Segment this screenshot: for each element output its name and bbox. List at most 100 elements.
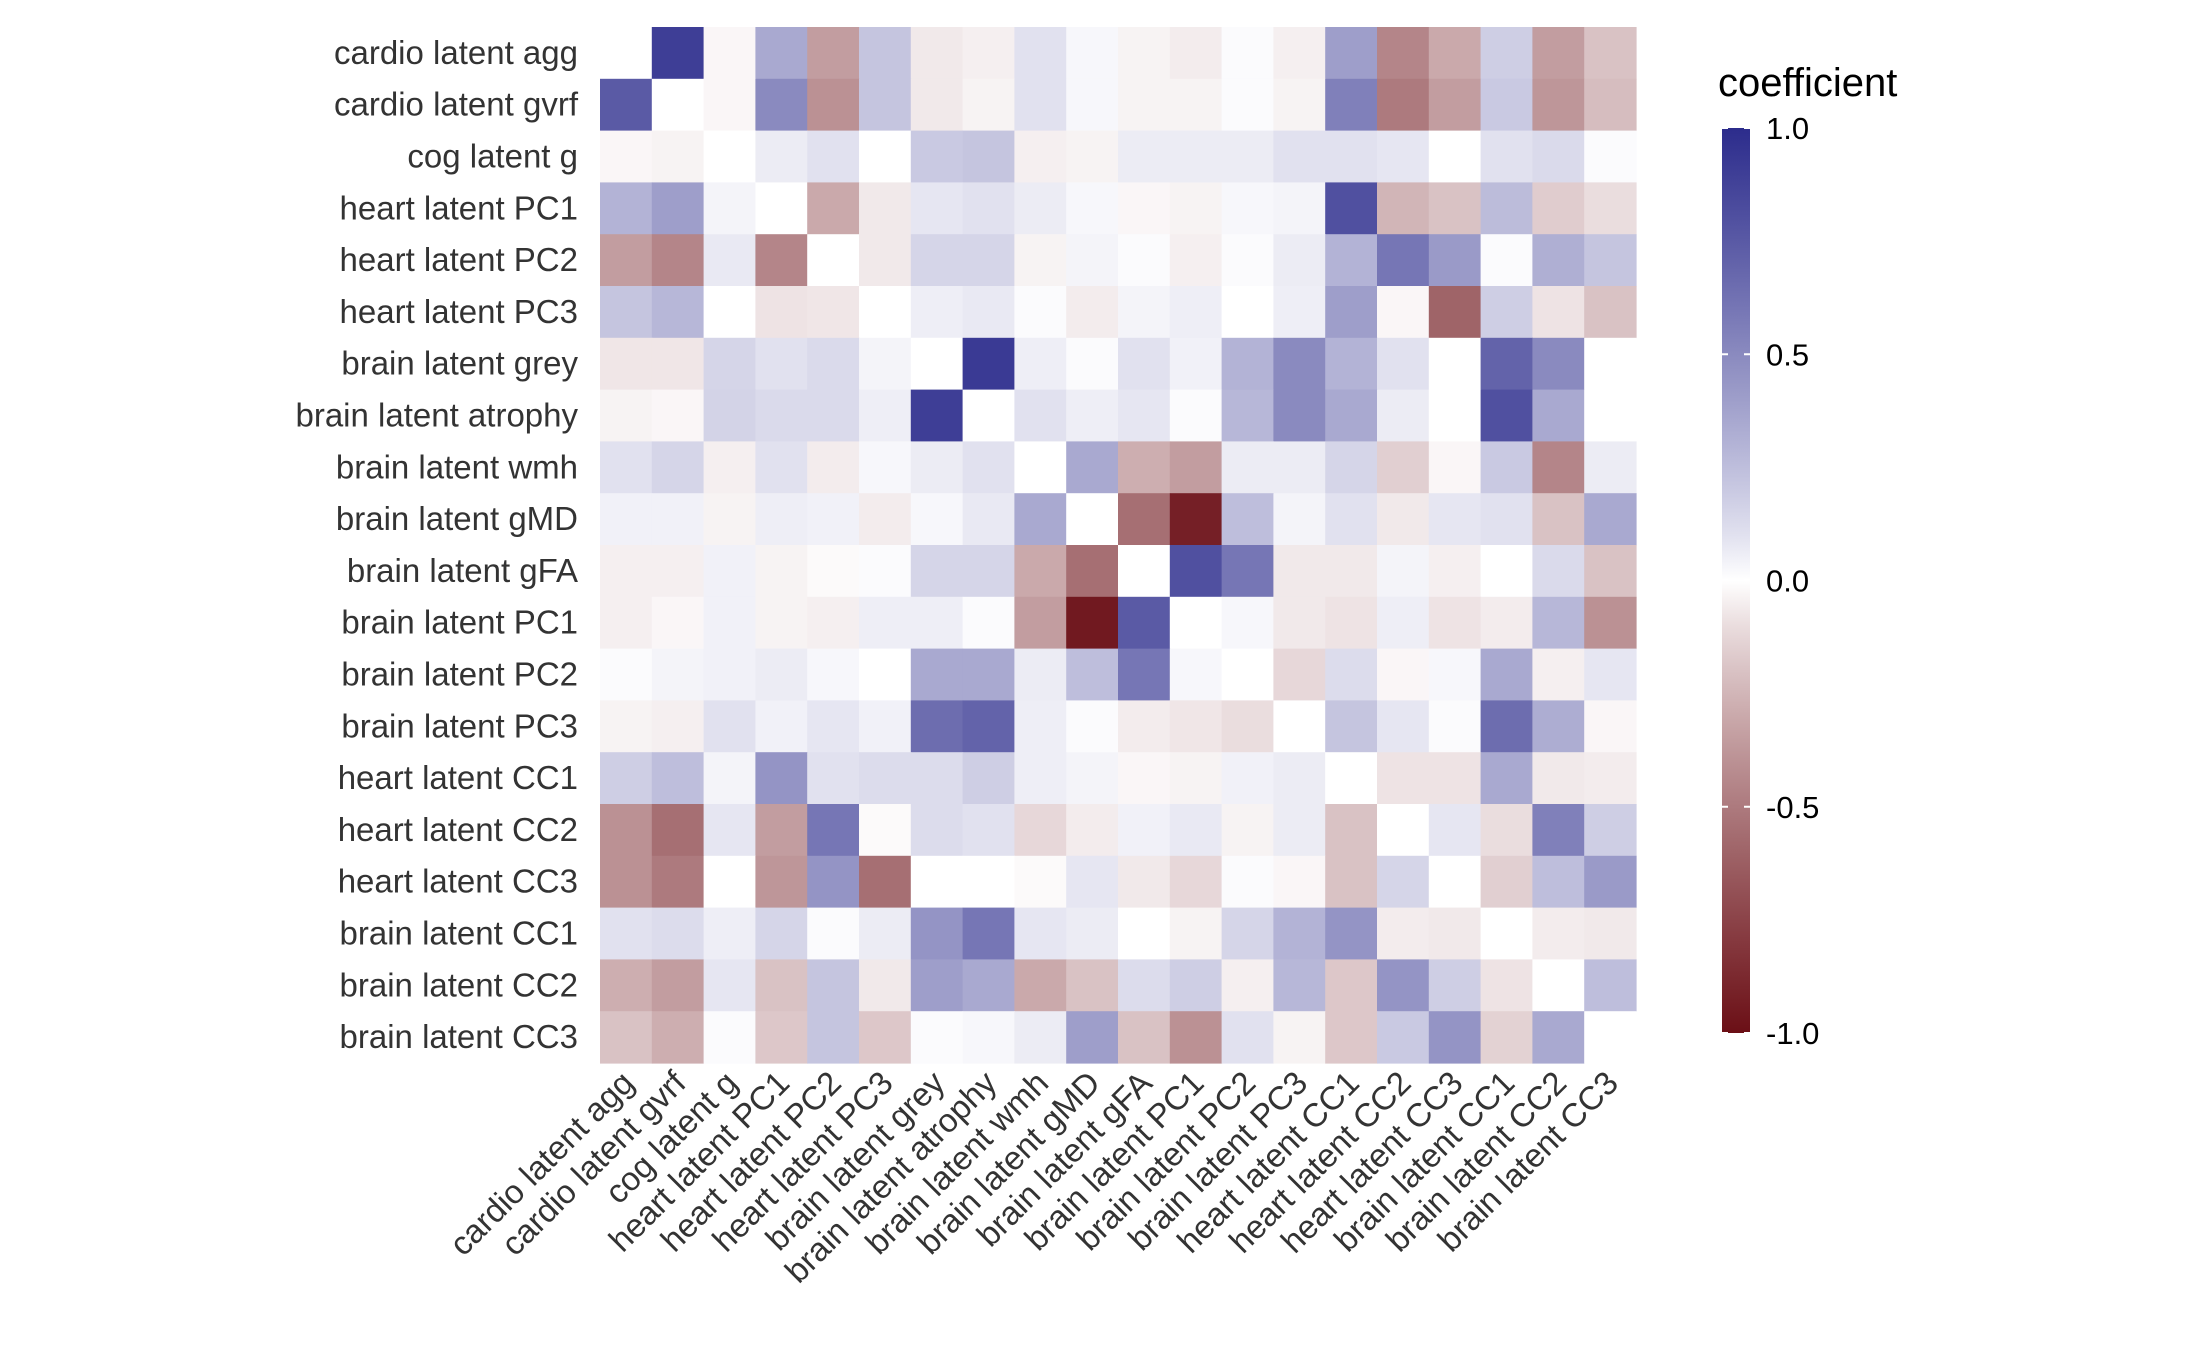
heatmap-cell bbox=[1273, 1011, 1326, 1064]
heatmap-cell bbox=[1480, 27, 1533, 80]
heatmap-cell bbox=[859, 234, 912, 287]
heatmap-cell bbox=[703, 959, 756, 1012]
heatmap-cell bbox=[1066, 752, 1119, 805]
heatmap-cells bbox=[600, 27, 1637, 1064]
heatmap-cell bbox=[1584, 441, 1637, 494]
heatmap-cell bbox=[755, 959, 808, 1012]
legend: coefficient 1.0 0.5 0.0 -0.5 -1.0 bbox=[1718, 61, 1897, 1051]
heatmap-cell bbox=[1325, 648, 1378, 701]
heatmap-cell bbox=[651, 907, 705, 960]
heatmap-cell bbox=[807, 1011, 860, 1064]
heatmap-cell bbox=[1377, 959, 1430, 1012]
heatmap-cell bbox=[910, 234, 964, 287]
heatmap-cell bbox=[1480, 286, 1533, 339]
heatmap-cell bbox=[1273, 648, 1326, 701]
heatmap-cell bbox=[755, 234, 808, 287]
heatmap-cell bbox=[1428, 493, 1482, 546]
heatmap-cell bbox=[962, 907, 1015, 960]
heatmap-cell bbox=[910, 545, 964, 598]
heatmap-cell bbox=[1428, 441, 1482, 494]
heatmap-cell bbox=[1273, 907, 1326, 960]
heatmap-cell bbox=[1066, 182, 1119, 235]
heatmap-cell bbox=[1325, 700, 1378, 753]
heatmap-cell bbox=[910, 130, 964, 183]
heatmap-cell bbox=[962, 27, 1015, 80]
heatmap-cell bbox=[1066, 27, 1119, 80]
heatmap-cell bbox=[703, 907, 756, 960]
row-label: brain latent gMD bbox=[336, 500, 578, 537]
heatmap-cell bbox=[1532, 182, 1585, 235]
heatmap-cell bbox=[962, 337, 1015, 391]
heatmap-cell bbox=[1273, 596, 1326, 650]
heatmap-cell bbox=[600, 907, 653, 960]
heatmap-cell bbox=[600, 441, 653, 494]
heatmap-cell bbox=[1584, 752, 1637, 805]
heatmap-cell bbox=[910, 1011, 964, 1064]
heatmap-cell bbox=[962, 596, 1015, 650]
heatmap-cell bbox=[910, 441, 964, 494]
heatmap-cell bbox=[1169, 234, 1223, 287]
heatmap-cell bbox=[600, 545, 653, 598]
heatmap-cell bbox=[1584, 855, 1637, 909]
heatmap-cell bbox=[1480, 907, 1533, 960]
heatmap-cell bbox=[703, 234, 756, 287]
heatmap-cell bbox=[1325, 959, 1378, 1012]
heatmap-cell bbox=[703, 855, 756, 909]
heatmap-cell bbox=[859, 1011, 912, 1064]
heatmap-cell bbox=[755, 337, 808, 391]
heatmap-cell bbox=[1118, 596, 1171, 650]
heatmap-cell bbox=[1377, 804, 1430, 857]
heatmap-cell bbox=[1066, 648, 1119, 701]
heatmap-cell bbox=[1221, 804, 1274, 857]
heatmap-cell bbox=[1118, 804, 1171, 857]
legend-tick-label: 0.0 bbox=[1766, 564, 1809, 599]
heatmap-cell bbox=[1118, 27, 1171, 80]
row-label: heart latent CC3 bbox=[338, 863, 578, 900]
heatmap-cell bbox=[1584, 959, 1637, 1012]
heatmap-cell bbox=[1169, 545, 1223, 598]
heatmap-cell bbox=[1428, 27, 1482, 80]
heatmap-cell bbox=[755, 78, 808, 132]
heatmap-cell bbox=[755, 855, 808, 909]
heatmap-cell bbox=[1014, 441, 1067, 494]
heatmap-cell bbox=[859, 855, 912, 909]
heatmap-cell bbox=[600, 234, 653, 287]
legend-ticks: 1.0 0.5 0.0 -0.5 -1.0 bbox=[1722, 111, 1819, 1051]
heatmap-cell bbox=[1273, 182, 1326, 235]
heatmap-cell bbox=[910, 337, 964, 391]
heatmap-cell bbox=[1066, 441, 1119, 494]
heatmap-cell bbox=[1480, 648, 1533, 701]
heatmap-cell bbox=[1377, 752, 1430, 805]
heatmap-cell bbox=[1221, 182, 1274, 235]
heatmap-cell bbox=[910, 27, 964, 80]
heatmap-cell bbox=[1221, 700, 1274, 753]
heatmap-cell bbox=[1066, 389, 1119, 442]
heatmap-cell bbox=[1273, 234, 1326, 287]
heatmap-cell bbox=[703, 286, 756, 339]
heatmap-cell bbox=[1325, 337, 1378, 391]
heatmap-cell bbox=[962, 389, 1015, 442]
heatmap-cell bbox=[703, 27, 756, 80]
heatmap-cell bbox=[1377, 545, 1430, 598]
heatmap-cell bbox=[807, 959, 860, 1012]
heatmap-cell bbox=[1377, 182, 1430, 235]
heatmap-cell bbox=[1480, 234, 1533, 287]
heatmap-cell bbox=[1584, 700, 1637, 753]
heatmap-cell bbox=[859, 907, 912, 960]
heatmap-cell bbox=[1325, 804, 1378, 857]
heatmap-cell bbox=[962, 182, 1015, 235]
heatmap-cell bbox=[1066, 596, 1119, 650]
heatmap-cell bbox=[962, 130, 1015, 183]
heatmap-cell bbox=[859, 648, 912, 701]
heatmap-cell bbox=[1325, 27, 1378, 80]
heatmap-cell bbox=[1118, 855, 1171, 909]
heatmap-cell bbox=[1221, 286, 1274, 339]
heatmap-cell bbox=[1169, 337, 1223, 391]
heatmap-cell bbox=[600, 752, 653, 805]
heatmap-cell bbox=[1325, 286, 1378, 339]
row-label: brain latent PC1 bbox=[341, 604, 578, 641]
heatmap-cell bbox=[1377, 596, 1430, 650]
legend-title: coefficient bbox=[1718, 61, 1897, 105]
heatmap-cell bbox=[1014, 493, 1067, 546]
heatmap-cell bbox=[600, 804, 653, 857]
